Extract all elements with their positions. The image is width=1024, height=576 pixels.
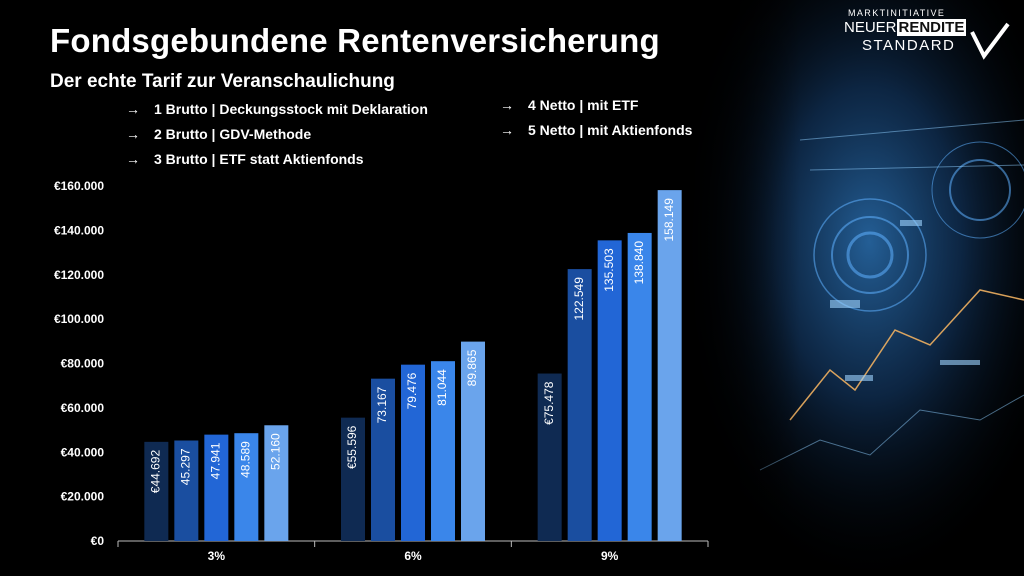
arrow-icon: → [126, 151, 140, 167]
logo-neuer: NEUER [844, 19, 897, 36]
bar [401, 364, 425, 541]
background-tech-image [680, 0, 1024, 576]
logo-line-1: MARKTINITIATIVE [848, 8, 946, 18]
x-tick-label: 9% [601, 549, 619, 563]
bar-value-label: 52.160 [269, 433, 283, 470]
bar [264, 425, 289, 541]
legend-label: 1 Brutto | Deckungsstock mit Deklaration [154, 101, 428, 117]
bar-value-label: 122.549 [572, 277, 586, 321]
bar [597, 240, 622, 541]
bar [537, 373, 562, 541]
legend-item-1: → 1 Brutto | Deckungsstock mit Deklaratio… [126, 100, 428, 125]
arrow-icon: → [126, 101, 140, 117]
legend-item-2: → 2 Brutto | GDV-Methode [126, 125, 428, 150]
bar [371, 378, 395, 541]
checkmark-icon [970, 22, 1010, 60]
logo-rendite: RENDITE [896, 19, 967, 36]
y-tick-label: €80.000 [61, 357, 105, 371]
legend-item-4: → 4 Netto | mit ETF [500, 96, 692, 121]
bar-value-label: 158.149 [662, 198, 676, 242]
bar-value-label: 79.476 [405, 372, 419, 409]
bar-value-label: €55.596 [345, 425, 359, 469]
bar [657, 190, 682, 541]
bar [431, 361, 455, 541]
bar-value-label: 135.503 [602, 248, 616, 292]
logo-line-2: NEUER RENDITE [844, 19, 967, 36]
bar [144, 441, 169, 541]
page-title: Fondsgebundene Rentenversicherung [50, 22, 660, 59]
y-tick-label: €60.000 [61, 401, 105, 415]
bar-value-label: 89.865 [465, 349, 479, 386]
bar-value-label: 138.840 [632, 241, 646, 285]
y-tick-label: €140.000 [54, 223, 104, 237]
legend-item-5: → 5 Netto | mit Aktienfonds [500, 121, 692, 146]
y-tick-label: €160.000 [54, 179, 104, 193]
bar [567, 269, 592, 541]
legend-left: → 1 Brutto | Deckungsstock mit Deklaratio… [126, 100, 428, 175]
bar [627, 232, 652, 542]
y-tick-label: €20.000 [61, 490, 105, 504]
logo-standard: STANDARD [862, 37, 956, 54]
bar-value-label: €75.478 [542, 381, 556, 425]
x-tick-label: 3% [208, 549, 226, 563]
y-tick-label: €0 [91, 534, 105, 548]
legend-label: 2 Brutto | GDV-Methode [154, 126, 312, 142]
arrow-icon: → [126, 126, 140, 142]
bar [174, 440, 199, 541]
legend-label: 3 Brutto | ETF statt Aktienfonds [154, 151, 364, 167]
bar-value-label: 47.941 [209, 442, 223, 479]
bar [341, 417, 365, 541]
bar-value-label: €44.692 [149, 450, 163, 494]
bar-value-label: 45.297 [179, 448, 193, 485]
x-tick-label: 6% [404, 549, 422, 563]
arrow-icon: → [500, 122, 514, 138]
legend-label: 5 Netto | mit Aktienfonds [528, 122, 693, 138]
y-tick-label: €120.000 [54, 268, 104, 282]
brand-logo: MARKTINITIATIVE NEUER RENDITE STANDARD [840, 8, 1015, 66]
bar-value-label: 73.167 [375, 386, 389, 423]
y-tick-label: €100.000 [54, 312, 104, 326]
bar [234, 433, 259, 541]
legend-item-3: → 3 Brutto | ETF statt Aktienfonds [126, 150, 428, 175]
bar-value-label: 81.044 [435, 369, 449, 406]
bar [461, 341, 485, 541]
bar [204, 434, 229, 541]
bar-value-label: 48.589 [239, 441, 253, 478]
page-subtitle: Der echte Tarif zur Veranschaulichung [50, 71, 395, 92]
arrow-icon: → [500, 97, 514, 113]
y-tick-label: €40.000 [61, 445, 105, 459]
legend-label: 4 Netto | mit ETF [528, 97, 639, 113]
legend-right: → 4 Netto | mit ETF → 5 Netto | mit Aktien… [500, 96, 692, 146]
